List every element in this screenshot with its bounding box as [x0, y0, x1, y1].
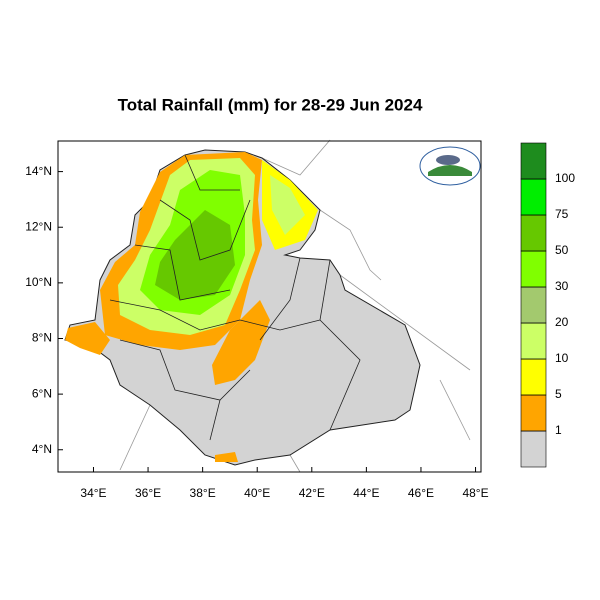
- colorbar-label: 75: [555, 207, 569, 221]
- rain-patch: [212, 300, 270, 385]
- colorbar-box: [520, 178, 547, 216]
- x-tick-label: 34°E: [80, 486, 106, 500]
- neighbor-borders: [119, 139, 471, 473]
- colorbar-box: [520, 358, 547, 396]
- colorbar-box: [520, 214, 547, 252]
- y-tick-label: 8°N: [32, 331, 52, 345]
- x-tick-label: 46°E: [408, 486, 434, 500]
- y-tick-label: 14°N: [25, 164, 52, 178]
- rain-patch: [215, 452, 238, 462]
- x-tick-label: 44°E: [353, 486, 379, 500]
- y-tick-label: 12°N: [25, 219, 52, 233]
- colorbar-label: 30: [555, 279, 569, 293]
- map-title: Total Rainfall (mm) for 28-29 Jun 2024: [118, 95, 423, 114]
- colorbar-label: 20: [555, 315, 569, 329]
- x-tick-label: 38°E: [190, 486, 216, 500]
- rain-patch: [65, 322, 110, 355]
- x-tick-label: 48°E: [462, 486, 488, 500]
- colorbar-box: [520, 250, 547, 288]
- logo-cloud: [436, 155, 460, 165]
- y-tick-label: 6°N: [32, 386, 52, 400]
- plot-frame: [57, 140, 482, 473]
- colorbar-label: 1: [555, 423, 562, 437]
- colorbar-box: [520, 286, 547, 324]
- colorbar-label: 50: [555, 243, 569, 257]
- colorbar-box: [520, 322, 547, 360]
- region-borders: [109, 154, 361, 441]
- y-tick-label: 10°N: [25, 275, 52, 289]
- colorbar-box: [520, 394, 547, 432]
- colorbar-box: [520, 430, 547, 468]
- colorbar-label: 100: [555, 171, 575, 185]
- y-tick-label: 4°N: [32, 442, 52, 456]
- logo: [419, 146, 481, 186]
- x-tick-label: 36°E: [135, 486, 161, 500]
- colorbar-box: [520, 142, 547, 180]
- rain-patch: [155, 210, 235, 300]
- colorbar-label: 10: [555, 351, 569, 365]
- logo-hills: [428, 165, 472, 176]
- map-area: [64, 139, 471, 473]
- rain-patch: [270, 175, 305, 235]
- x-tick-label: 40°E: [244, 486, 270, 500]
- colorbar-label: 5: [555, 387, 562, 401]
- x-tick-label: 42°E: [299, 486, 325, 500]
